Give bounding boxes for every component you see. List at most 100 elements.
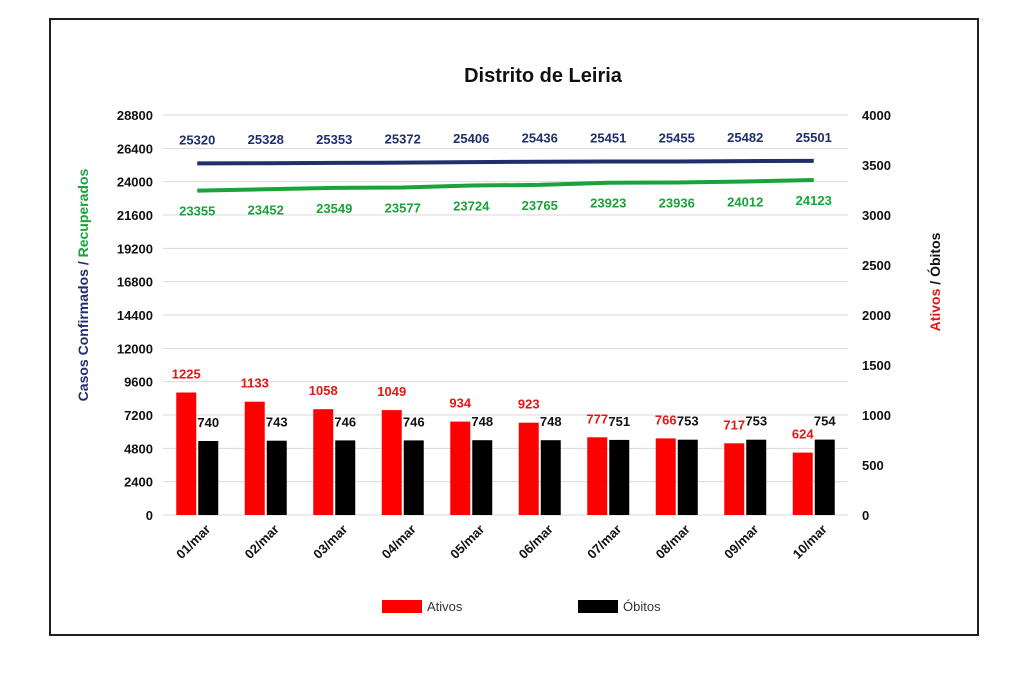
- data-label-confirmados: 25328: [248, 132, 284, 147]
- data-label-ativos: 1225: [172, 367, 201, 382]
- legend-label-obitos: Óbitos: [623, 599, 661, 614]
- data-label-recuperados: 23923: [590, 196, 626, 211]
- bar-obitos: [540, 440, 561, 515]
- bar-obitos: [335, 440, 356, 515]
- data-label-obitos: 754: [814, 414, 836, 429]
- data-label-obitos: 748: [540, 414, 562, 429]
- data-label-confirmados: 25482: [727, 130, 763, 145]
- legend-label-ativos: Ativos: [427, 599, 463, 614]
- right-tick-label: 2000: [862, 308, 891, 323]
- bars-group: [176, 392, 835, 515]
- data-label-recuperados: 23452: [248, 202, 284, 217]
- category-label: 06/mar: [516, 522, 556, 562]
- bar-obitos: [266, 440, 287, 515]
- data-label-obitos: 753: [677, 414, 699, 429]
- data-label-recuperados: 24012: [727, 195, 763, 210]
- left-tick-label: 21600: [117, 208, 153, 223]
- category-label: 03/mar: [310, 522, 350, 562]
- right-tick-label: 3000: [862, 208, 891, 223]
- bar-obitos: [814, 439, 835, 515]
- data-label-obitos: 751: [608, 414, 630, 429]
- data-label-ativos: 766: [655, 412, 677, 427]
- grid-lines: [163, 114, 848, 516]
- chart-title: Distrito de Leiria: [464, 65, 623, 87]
- left-axis-title: Casos Confirmados / Recuperados: [75, 168, 91, 401]
- data-label-recuperados: 23765: [522, 198, 558, 213]
- data-label-recuperados: 23355: [179, 204, 215, 219]
- data-label-obitos: 743: [266, 415, 288, 430]
- bar-obitos: [403, 440, 424, 515]
- left-tick-label: 26400: [117, 141, 153, 156]
- data-label-ativos: 1058: [309, 383, 338, 398]
- bar-ativos: [450, 421, 471, 515]
- category-labels: 01/mar 02/mar 03/mar 04/mar 05/mar 06/mar 07/m…: [173, 522, 830, 562]
- bar-obitos: [472, 440, 493, 515]
- data-label-confirmados: 25372: [385, 132, 421, 147]
- category-label: 09/mar: [721, 522, 761, 562]
- left-tick-label: 19200: [117, 241, 153, 256]
- bar-obitos: [609, 439, 630, 515]
- data-label-ativos: 1133: [241, 376, 269, 391]
- chart-frame: [49, 18, 979, 636]
- data-label-confirmados: 25436: [522, 131, 558, 146]
- left-tick-label: 24000: [117, 175, 153, 190]
- data-label-confirmados: 25451: [590, 131, 626, 146]
- bar-ativos: [244, 401, 265, 515]
- right-tick-label: 1000: [862, 408, 891, 423]
- data-label-obitos: 753: [745, 414, 767, 429]
- data-label-confirmados: 25455: [659, 130, 695, 145]
- data-label-confirmados: 25320: [179, 132, 215, 147]
- left-axis-ticks: 0 2400 4800 7200 9600 12000 14400 16800 19200 216…: [117, 108, 153, 523]
- right-axis-title: Ativos / Óbitos: [926, 232, 943, 331]
- right-axis-title-part1: Ativos: [927, 288, 943, 331]
- data-label-confirmados: 25406: [453, 131, 489, 146]
- bar-obitos: [746, 439, 767, 515]
- left-tick-label: 16800: [117, 275, 153, 290]
- bar-ativos: [792, 452, 813, 515]
- data-label-obitos: 748: [471, 414, 493, 429]
- data-label-ativos: 777: [586, 411, 608, 426]
- left-tick-label: 14400: [117, 308, 153, 323]
- data-label-ativos: 717: [723, 417, 745, 432]
- category-label: 04/mar: [379, 522, 419, 562]
- bar-ativos: [176, 392, 197, 515]
- data-label-recuperados: 24123: [796, 193, 832, 208]
- right-axis-ticks: 0 500 1000 1500 2000 2500 3000 3500 4000: [862, 108, 891, 523]
- data-label-recuperados: 23549: [316, 201, 352, 216]
- left-tick-label: 2400: [124, 475, 153, 490]
- bar-ativos: [381, 410, 402, 515]
- category-label: 02/mar: [242, 522, 282, 562]
- legend-swatch-obitos: [578, 600, 618, 613]
- category-label: 08/mar: [653, 522, 693, 562]
- data-label-confirmados: 25353: [316, 132, 352, 147]
- right-tick-label: 1500: [862, 358, 891, 373]
- bar-ativos: [655, 438, 676, 515]
- left-tick-label: 0: [146, 508, 153, 523]
- left-axis-title-part1: Casos Confirmados /: [75, 261, 91, 401]
- bar-ativos: [587, 437, 608, 515]
- data-label-obitos: 740: [197, 415, 219, 430]
- left-axis-title-part2: Recuperados: [75, 168, 91, 261]
- right-tick-label: 500: [862, 458, 884, 473]
- data-label-confirmados: 25501: [796, 130, 832, 145]
- data-label-ativos: 934: [449, 396, 471, 411]
- category-label: 05/mar: [447, 522, 487, 562]
- left-tick-label: 7200: [124, 408, 153, 423]
- right-tick-label: 2500: [862, 258, 891, 273]
- line-recuperados: [197, 177, 814, 193]
- data-label-obitos: 746: [334, 414, 356, 429]
- data-label-obitos: 746: [403, 414, 425, 429]
- left-tick-label: 9600: [124, 375, 153, 390]
- data-label-recuperados: 23936: [659, 196, 695, 211]
- category-label: 01/mar: [173, 522, 213, 562]
- data-label-ativos: 1049: [377, 384, 406, 399]
- category-label: 07/mar: [584, 522, 624, 562]
- line-confirmados: [197, 158, 814, 166]
- left-tick-label: 4800: [124, 441, 153, 456]
- category-label: 10/mar: [790, 522, 830, 562]
- lines-group: [197, 158, 814, 193]
- bar-ativos: [518, 422, 539, 515]
- bar-obitos: [198, 441, 219, 515]
- data-label-ativos: 624: [792, 427, 814, 442]
